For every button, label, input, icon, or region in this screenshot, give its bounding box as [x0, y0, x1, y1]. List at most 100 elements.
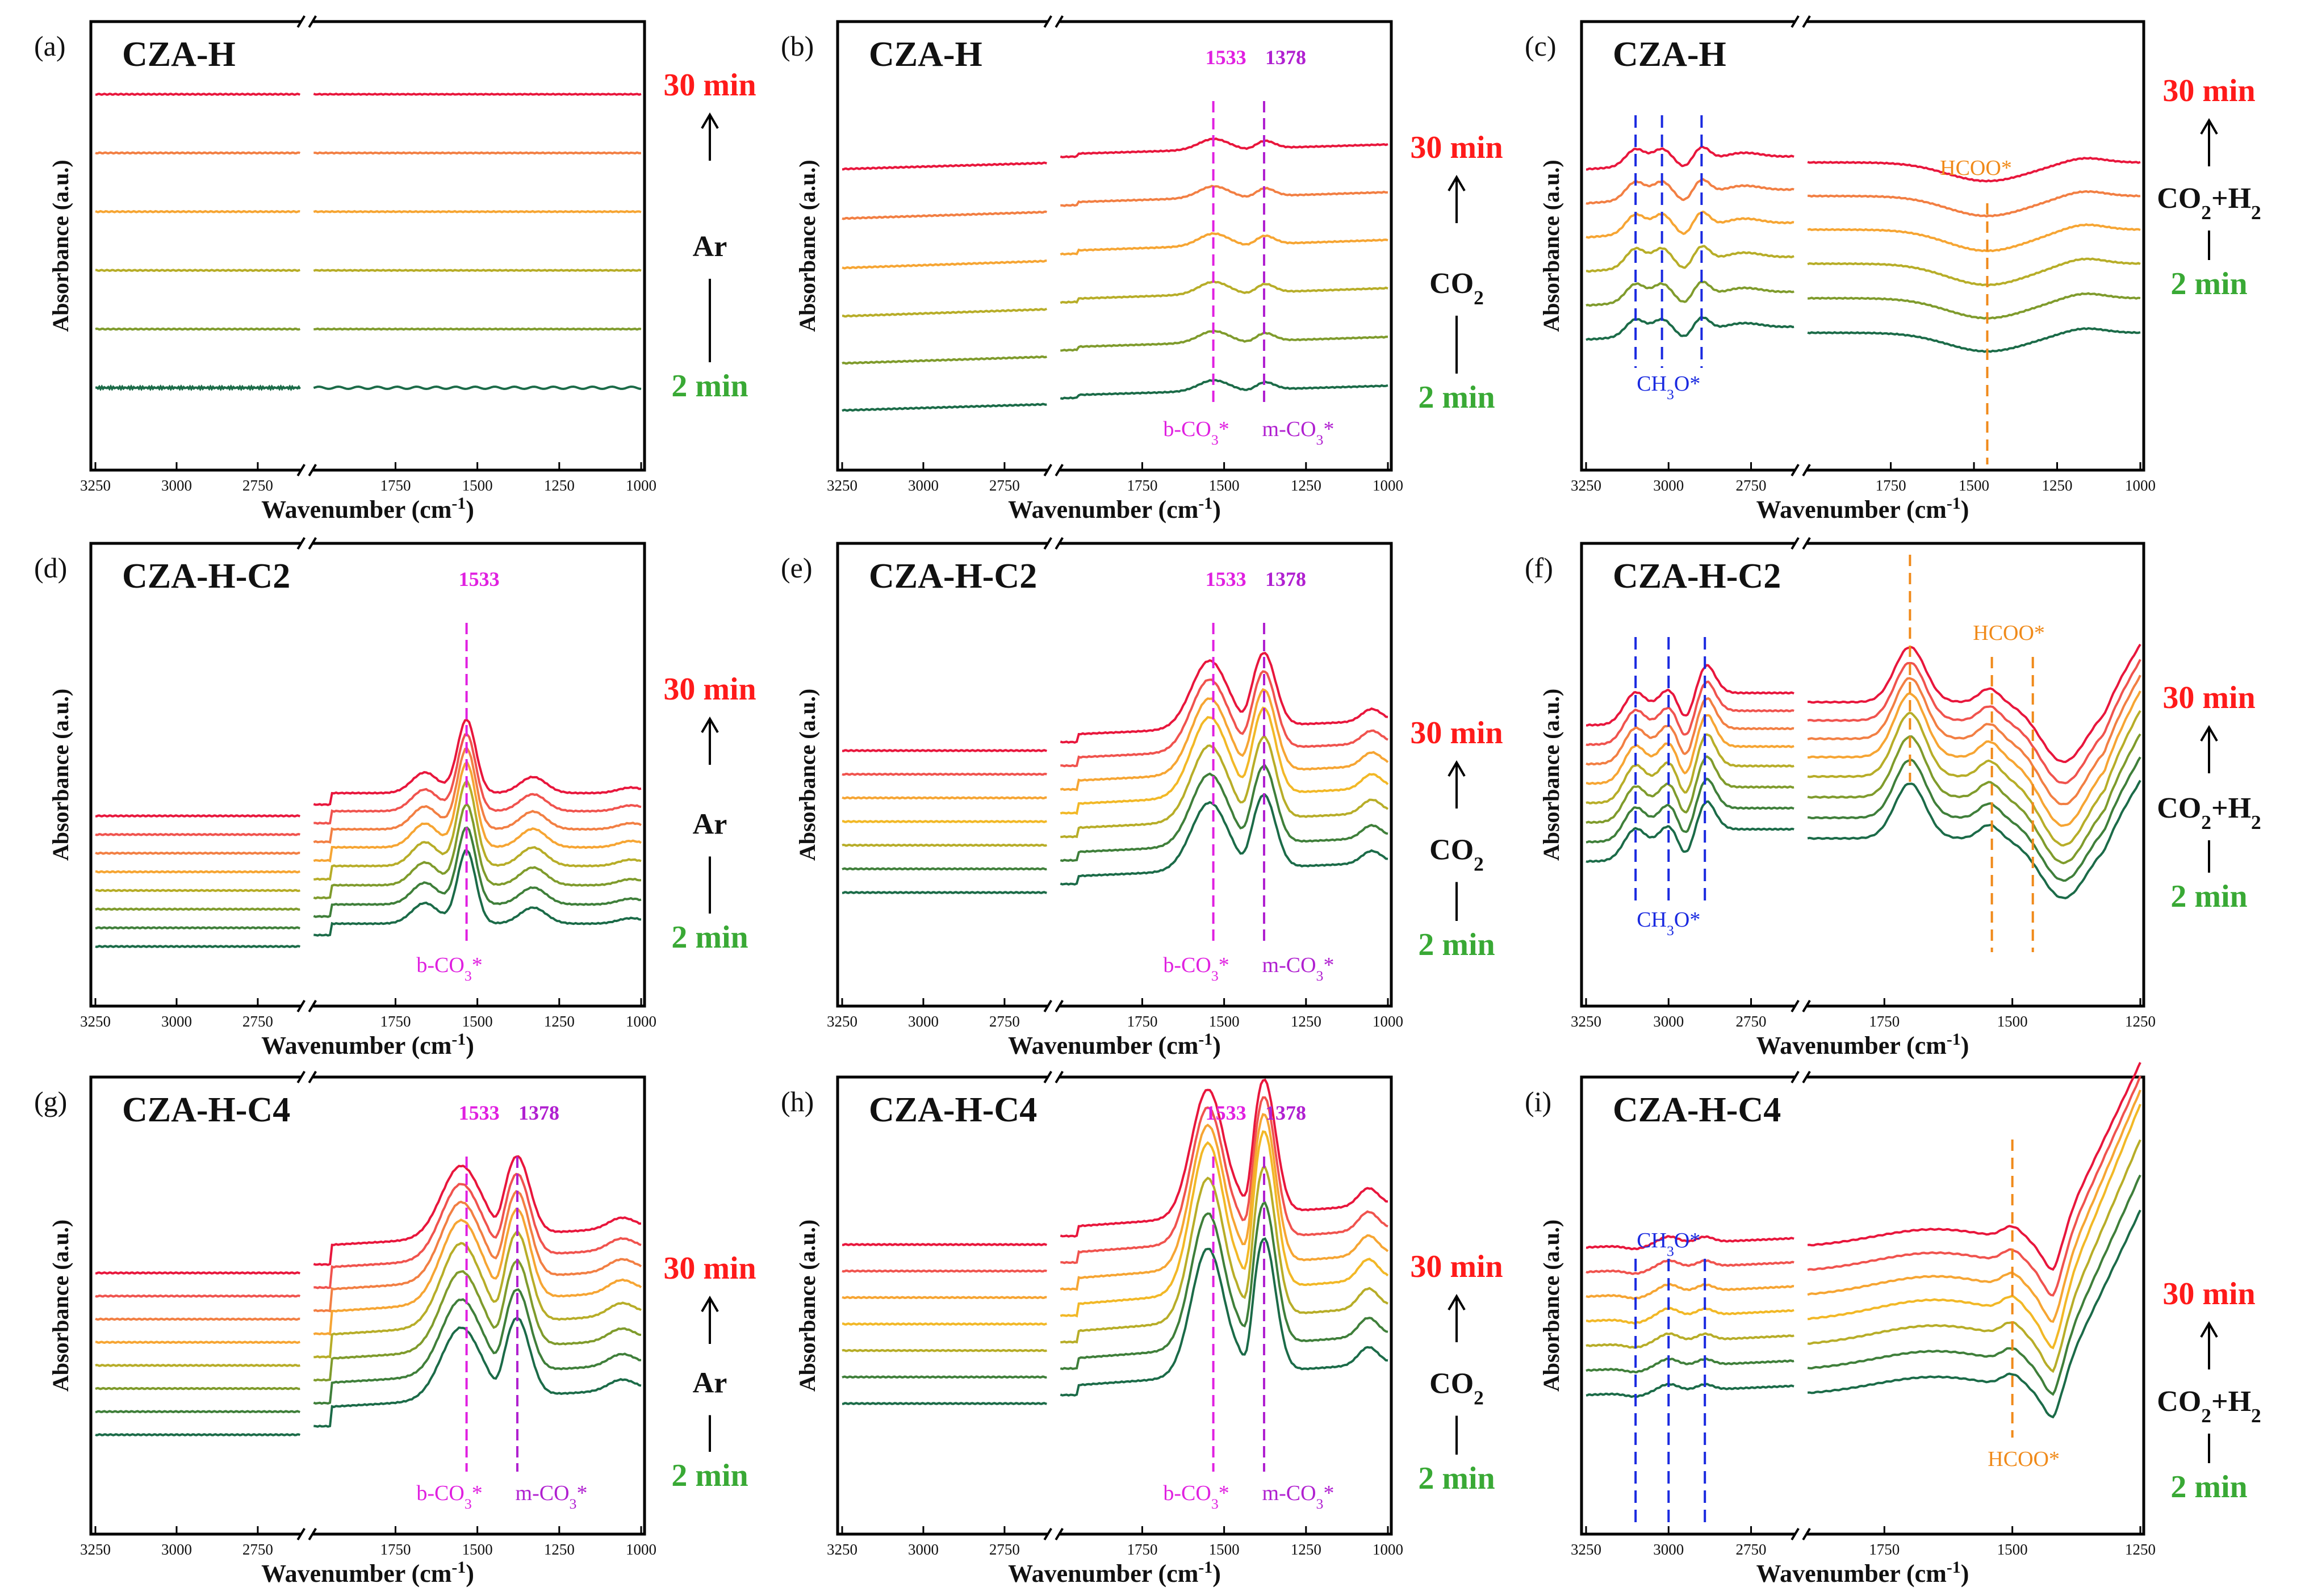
- axis-break-mark: [1791, 15, 1800, 28]
- gas-label-part: CO: [2157, 792, 2201, 824]
- x-axis-label-part: ): [466, 1032, 474, 1059]
- time-label-top: 30 min: [1410, 715, 1503, 751]
- spectrum-series-4: [842, 308, 1048, 318]
- axis-break-mark: [296, 463, 306, 477]
- species-label-part: 3: [1211, 967, 1219, 984]
- x-axis-label-part: -1: [451, 494, 466, 513]
- x-tick-label: 3000: [908, 1013, 939, 1030]
- spectrum-series-1: [1586, 145, 1794, 171]
- spectrum-series-4: [95, 269, 300, 273]
- species-label-part: 3: [1316, 432, 1324, 448]
- x-tick-label: 1000: [1373, 1541, 1403, 1558]
- spectrum-series-3: [1807, 1090, 2141, 1323]
- x-tick-label: 1000: [1373, 1013, 1403, 1030]
- x-axis-label-part: Wavenumber (cm: [261, 496, 451, 523]
- species-label-part: 3: [1211, 1496, 1219, 1512]
- panel-title: CZA-H-C2: [122, 557, 290, 596]
- gas-label-part: 2: [2201, 201, 2211, 224]
- spectrum-series-6: [842, 403, 1047, 412]
- x-axis-label-part: Wavenumber (cm: [1008, 1560, 1198, 1587]
- spectrum-series-1: [842, 161, 1047, 171]
- x-axis-label-part: Wavenumber (cm: [1008, 1032, 1198, 1059]
- spectrum-series-5: [313, 1231, 642, 1359]
- spectrum-series-2: [1808, 190, 2141, 218]
- spectrum-series-7: [1586, 777, 1794, 844]
- species-label: b-CO3*: [1163, 417, 1229, 448]
- axis-break-mark: [1055, 537, 1064, 550]
- x-axis-label-part: -1: [1947, 1558, 1961, 1577]
- x-tick-label: 2750: [1736, 1013, 1767, 1030]
- panel-title: CZA-H-C4: [869, 1091, 1037, 1129]
- species-label: HCOO*: [1940, 156, 2012, 180]
- axis-break-mark: [1791, 537, 1800, 550]
- spectrum-series-2: [1586, 680, 1794, 747]
- panel-a: 3250 3000 2750 1750 1500 1250 1000 Wavenumber (…: [34, 15, 756, 523]
- spectrum-series-8: [1807, 780, 2141, 899]
- x-tick-label: 1750: [1127, 1013, 1157, 1030]
- spectrum-series-2: [1586, 1259, 1794, 1275]
- plot-frame: [1580, 20, 2145, 472]
- peak-label: 1378: [1265, 46, 1306, 69]
- species-label-part: m-CO: [1262, 953, 1316, 977]
- gas-label: CO2+H2: [2157, 182, 2261, 224]
- x-tick-label: 1750: [1869, 1541, 1900, 1558]
- x-tick-label: 3000: [161, 477, 192, 494]
- x-axis-label-part: -1: [1198, 1030, 1212, 1049]
- axis-break-mark: [308, 537, 317, 550]
- x-axis-label-part: Wavenumber (cm: [261, 1032, 451, 1059]
- species-label-part: 3: [1316, 1496, 1324, 1512]
- plot-frame: [1580, 1075, 2145, 1536]
- species-label: CH3O*: [1637, 372, 1700, 403]
- species-label-part: *: [1323, 417, 1334, 441]
- time-label-top: 30 min: [2162, 1276, 2255, 1312]
- x-axis-label-part: -1: [451, 1558, 466, 1577]
- panel-b: 3250 3000 2750 1750 1500 1250 1000 Wavenumber (…: [781, 15, 1503, 524]
- x-axis-label: Wavenumber (cm-1): [1008, 494, 1221, 524]
- x-tick-label: 1750: [1127, 477, 1157, 494]
- x-tick-label: 3000: [1653, 1541, 1684, 1558]
- arrow-head: [2200, 1321, 2218, 1338]
- x-tick-label: 2750: [242, 477, 273, 494]
- axis-break-mark: [308, 15, 317, 28]
- panel-letter: (g): [34, 1086, 67, 1117]
- species-label: b-CO3*: [416, 1481, 482, 1512]
- y-axis-label: Absorbance (a.u.): [794, 689, 820, 861]
- x-tick-label: 3250: [1571, 477, 1601, 494]
- spectrum-series-5: [1807, 292, 2141, 320]
- axis-break-gap: [301, 539, 313, 548]
- y-axis-label: Absorbance (a.u.): [1538, 160, 1564, 332]
- spectrum-series-4: [313, 1207, 642, 1336]
- spectrum-series-3: [313, 210, 642, 213]
- x-tick-label: 1250: [544, 1013, 575, 1030]
- species-label-part: m-CO: [1262, 417, 1316, 441]
- x-tick-label: 1500: [1209, 1541, 1240, 1558]
- spectrum-series-2: [1060, 670, 1388, 768]
- species-label-part: b-CO: [1163, 953, 1211, 977]
- x-axis-label: Wavenumber (cm-1): [261, 1558, 474, 1588]
- gas-label-part: 2: [1474, 286, 1484, 309]
- panel-d: 3250 3000 2750 1750 1500 1250 1000 Wavenumber (…: [34, 537, 756, 1059]
- x-tick-label: 3250: [80, 1013, 111, 1030]
- x-tick-label: 2750: [242, 1541, 273, 1558]
- spectrum-series-3: [313, 747, 642, 844]
- axis-break-gap: [1048, 1073, 1060, 1082]
- panel-letter: (h): [781, 1086, 814, 1117]
- axis-break-mark: [1791, 1070, 1800, 1084]
- x-tick-label: 2750: [1736, 477, 1767, 494]
- species-label: m-CO3*: [516, 1481, 588, 1512]
- species-label-part: *: [576, 1481, 587, 1505]
- axis-break-mark: [296, 1070, 306, 1084]
- panel-title: CZA-H-C4: [1613, 1091, 1781, 1129]
- spectrum-series-6: [842, 867, 1047, 871]
- x-tick-label: 1500: [1997, 1013, 2028, 1030]
- spectrum-series-2: [1586, 178, 1794, 205]
- spectrum-series-2: [313, 733, 642, 825]
- species-label-part: O*: [1674, 372, 1700, 396]
- axis-break-mark: [1043, 999, 1052, 1013]
- spectrum-series-7: [1808, 1209, 2141, 1419]
- spectrum-series-7: [1060, 793, 1388, 886]
- spectrum-series-6: [1586, 755, 1794, 824]
- spectrum-series-5: [1586, 733, 1794, 805]
- spectrum-series-5: [842, 843, 1048, 847]
- x-tick-label: 1750: [380, 1541, 411, 1558]
